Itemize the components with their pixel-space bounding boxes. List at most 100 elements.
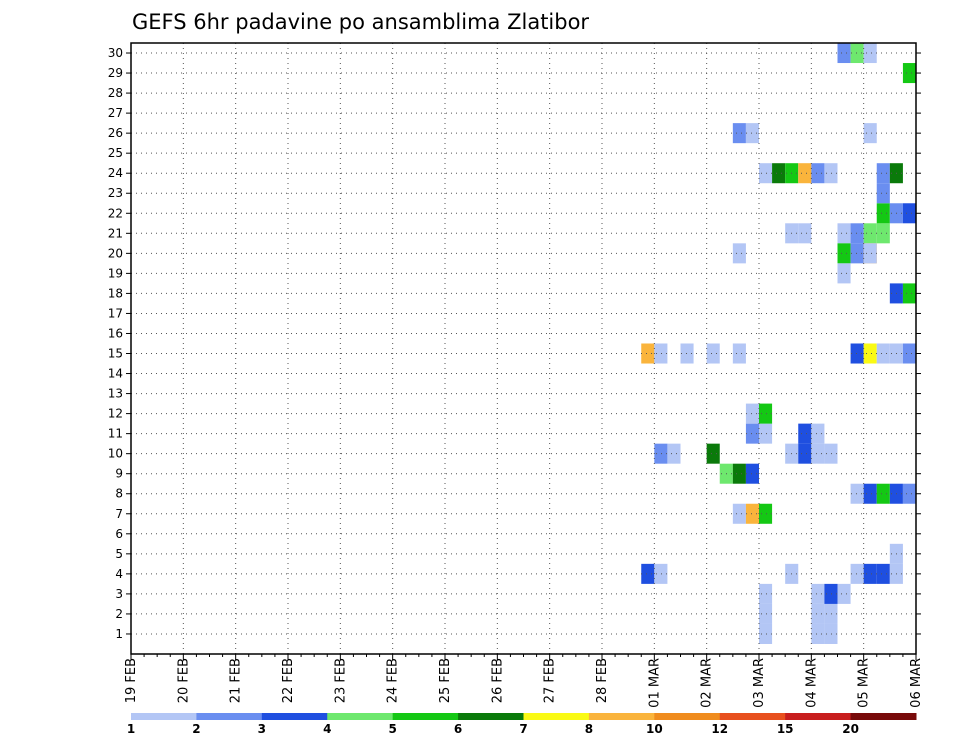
heatmap-cell: [902, 203, 916, 224]
heatmap-cell: [667, 443, 681, 464]
x-tick-label: 01 MAR: [647, 658, 662, 708]
legend-label: 1: [127, 722, 135, 736]
heatmap-cell: [837, 243, 851, 264]
heatmap-cell: [798, 223, 812, 244]
heatmap-cell: [863, 123, 877, 144]
plot-frame: [130, 42, 917, 655]
heatmap-cell: [902, 483, 916, 504]
heatmap-cell: [641, 343, 655, 364]
heatmap-cell: [876, 203, 890, 224]
y-tick-label: 28: [108, 86, 123, 100]
x-tick-label: 20 FEB: [176, 658, 191, 703]
y-tick-label: 5: [115, 547, 123, 561]
heatmap-cell: [798, 423, 812, 444]
y-tick-label: 30: [108, 46, 123, 60]
legend-swatch: [850, 713, 917, 720]
heatmap-cell: [811, 603, 825, 624]
y-tick-label: 8: [115, 487, 123, 501]
legend-swatch: [523, 713, 590, 720]
heatmap-cell: [850, 563, 864, 584]
chart-title: GEFS 6hr padavine po ansamblima Zlatibor: [132, 10, 589, 34]
x-tick-label: 21 FEB: [229, 658, 244, 703]
heatmap-cell: [837, 223, 851, 244]
x-tick-label: 02 MAR: [700, 658, 715, 708]
heatmap-cell: [745, 463, 759, 484]
legend-label: 10: [646, 722, 663, 736]
x-tick-label: 27 FEB: [543, 658, 558, 703]
x-tick-label: 05 MAR: [857, 658, 872, 708]
y-tick-label: 11: [108, 427, 123, 441]
y-tick-label: 7: [115, 507, 123, 521]
y-tick-label: 29: [108, 66, 123, 80]
heatmap-cell: [876, 223, 890, 244]
legend-label: 5: [388, 722, 396, 736]
legend-label: 8: [585, 722, 593, 736]
y-tick-label: 20: [108, 246, 123, 260]
heatmap-cell: [837, 43, 851, 64]
legend-label: 15: [777, 722, 794, 736]
heatmap-cell: [863, 223, 877, 244]
heatmap-cell: [654, 563, 668, 584]
heatmap-cell: [850, 483, 864, 504]
y-tick-label: 12: [108, 407, 123, 421]
heatmap-cell: [798, 163, 812, 184]
y-tick-label: 13: [108, 387, 123, 401]
heatmap-cell: [863, 343, 877, 364]
heatmap-cell: [732, 243, 746, 264]
heatmap-cell: [745, 423, 759, 444]
legend-swatch: [131, 713, 197, 720]
heatmap-cell: [745, 503, 759, 524]
y-axis: 1234567891011121314151617181920212223242…: [108, 46, 921, 641]
heatmap-cell: [863, 243, 877, 264]
y-tick-label: 16: [108, 326, 123, 340]
legend-swatch: [196, 713, 263, 720]
legend-swatch: [785, 713, 852, 720]
heatmap-cell: [863, 43, 877, 64]
heatmap-cell: [902, 283, 916, 304]
heatmap-cell: [811, 163, 825, 184]
legend-swatch: [327, 713, 394, 720]
heatmap-cell: [759, 583, 773, 604]
y-tick-label: 22: [108, 206, 123, 220]
x-axis: 19 FEB 20 FEB 21 FEB 22 FEB 23 FEB 24 FEB 25 F…: [124, 654, 924, 708]
heatmap-cell: [824, 163, 838, 184]
x-tick-label: 22 FEB: [281, 658, 296, 703]
legend: 1 2 3 4 5 6 7 8 10 12 15 20: [127, 713, 917, 736]
legend-label: 7: [519, 722, 527, 736]
heatmap-cell: [641, 563, 655, 584]
heatmap-cell: [876, 163, 890, 184]
legend-label: 2: [192, 722, 200, 736]
heatmap-cell: [876, 563, 890, 584]
x-tick-label: 26 FEB: [490, 658, 505, 703]
legend-label: 20: [842, 722, 859, 736]
x-tick-label: 06 MAR: [909, 658, 924, 708]
legend-label: 12: [711, 722, 728, 736]
legend-swatch: [458, 713, 524, 720]
heatmap-cell: [732, 463, 746, 484]
heatmap-cell: [732, 343, 746, 364]
heatmap-cell: [680, 343, 694, 364]
heatmap-cell: [876, 183, 890, 204]
y-tick-label: 6: [115, 527, 123, 541]
y-tick-label: 18: [108, 286, 123, 300]
grid-lines: [131, 43, 916, 654]
heatmap-cell: [824, 603, 838, 624]
legend-label: 6: [454, 722, 462, 736]
y-tick-label: 10: [108, 447, 123, 461]
heatmap-cell: [654, 443, 668, 464]
y-tick-label: 23: [108, 186, 123, 200]
legend-swatch: [588, 713, 655, 720]
heatmap-cell: [850, 343, 864, 364]
x-tick-label: 28 FEB: [595, 658, 610, 703]
heatmap-cells: [641, 43, 916, 644]
x-tick-label: 04 MAR: [804, 658, 819, 708]
heatmap-cell: [732, 503, 746, 524]
heatmap-cell: [706, 443, 720, 464]
legend-swatch: [392, 713, 459, 720]
y-tick-label: 14: [108, 367, 123, 381]
y-tick-label: 1: [115, 627, 123, 641]
x-tick-label: 19 FEB: [124, 658, 139, 703]
heatmap-cell: [850, 243, 864, 264]
heatmap-cell: [824, 443, 838, 464]
heatmap-cell: [745, 403, 759, 424]
